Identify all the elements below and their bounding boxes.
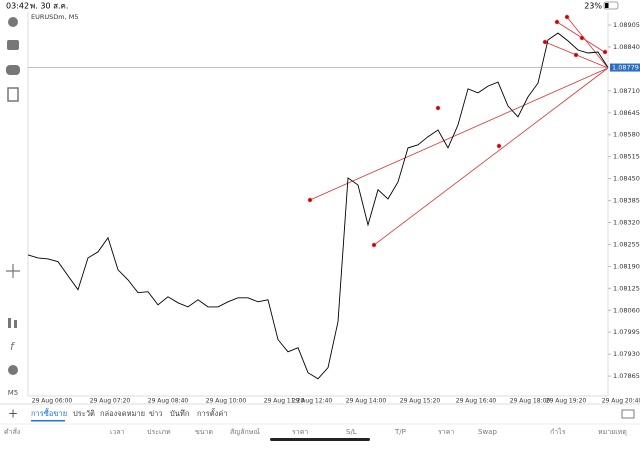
indicators-icon[interactable]: f — [10, 340, 16, 353]
price-line — [27, 32, 609, 380]
column-header: เวลา — [110, 428, 125, 436]
y-tick-label: 1.08060 — [613, 306, 640, 314]
column-header: สัญลักษณ์ — [230, 428, 260, 436]
timeframe-button[interactable]: M5 — [8, 389, 19, 397]
y-tick-label: 1.08320 — [613, 218, 640, 226]
panel-toggle[interactable] — [621, 409, 635, 419]
anchor-point[interactable] — [307, 197, 313, 203]
column-header: คำสั่ง — [4, 427, 20, 436]
account-icon[interactable] — [8, 17, 18, 27]
status-time: 03:42 — [6, 2, 29, 11]
anchor-point[interactable] — [564, 14, 570, 20]
battery-level — [605, 3, 609, 8]
tab[interactable]: ประวัติ — [73, 409, 95, 418]
column-header: T/P — [394, 428, 406, 436]
x-tick-label: 29 Aug 12:40 — [292, 398, 333, 405]
channel-upper[interactable] — [309, 67, 609, 201]
status-battery: 23% — [584, 2, 602, 11]
chart-type-icon[interactable] — [8, 318, 11, 328]
y-tick-label: 1.08515 — [613, 153, 640, 161]
column-header: ประเภท — [147, 428, 171, 436]
y-tick-label: 1.07930 — [613, 350, 640, 358]
column-header: กำไร — [550, 427, 566, 436]
y-tick-label: 1.08645 — [613, 109, 640, 117]
x-tick-label: 29 Aug 06:00 — [32, 398, 73, 405]
x-tick-label: 29 Aug 15:20 — [400, 398, 441, 405]
tab[interactable]: บันทึก — [170, 409, 189, 418]
anchor-point[interactable] — [496, 143, 502, 149]
battery-icon — [603, 1, 619, 10]
new-order-icon[interactable] — [7, 87, 19, 102]
y-tick-label: 1.08125 — [613, 284, 640, 292]
add-button[interactable]: + — [8, 407, 18, 421]
tab[interactable]: การซื้อขาย — [31, 408, 67, 418]
x-tick-label: 29 Aug 20:40 — [602, 398, 640, 405]
current-price-label: 1.08779 — [612, 64, 639, 72]
crosshair-icon[interactable] — [6, 264, 20, 278]
column-header: Swap — [478, 428, 497, 436]
column-header: ขนาด — [195, 428, 213, 436]
tab[interactable]: การตั้งค่า — [197, 408, 228, 418]
current-price-box — [610, 63, 640, 72]
y-tick-label: 1.08710 — [613, 87, 640, 95]
y-tick-label: 1.08840 — [613, 43, 640, 51]
x-tick-label: 29 Aug 14:00 — [346, 398, 387, 405]
y-tick-label: 1.08580 — [613, 131, 640, 139]
anchor-point[interactable] — [371, 242, 377, 248]
y-tick-label: 1.08450 — [613, 175, 640, 183]
x-tick-label: 29 Aug 18:00 — [510, 398, 551, 405]
x-tick-label: 29 Aug 16:40 — [456, 398, 497, 405]
y-tick-label: 1.08255 — [613, 240, 640, 248]
column-header: S/L — [346, 428, 357, 436]
triangle-edge[interactable] — [566, 16, 609, 69]
x-tick-label: 29 Aug 08:40 — [148, 398, 189, 405]
anchor-point[interactable] — [542, 39, 548, 45]
column-header: ราคา — [292, 428, 308, 436]
tab[interactable]: ข่าว — [149, 409, 163, 418]
trend-channel[interactable] — [307, 14, 609, 248]
x-tick-label: 29 Aug 11:20 — [264, 398, 305, 405]
x-tick-label: 29 Aug 07:20 — [90, 398, 131, 405]
column-header: หมายเหตุ — [598, 428, 627, 436]
anchor-point[interactable] — [602, 49, 608, 55]
left-toolbar: f M5 — [6, 17, 20, 397]
y-tick-label: 1.08190 — [613, 262, 640, 270]
anchor-point[interactable] — [435, 105, 441, 111]
chart-type-icon-2 — [14, 320, 17, 328]
trade-icon[interactable] — [7, 40, 19, 50]
channel-lower[interactable] — [373, 67, 609, 246]
anchor-point[interactable] — [579, 35, 585, 41]
anchor-point[interactable] — [554, 19, 560, 25]
y-tick-label: 1.07995 — [613, 328, 640, 336]
y-tick-label: 1.08905 — [613, 21, 640, 29]
y-tick-label: 1.08385 — [613, 197, 640, 205]
anchor-point[interactable] — [573, 52, 579, 58]
chart-title: EURUSDm, M5 — [31, 13, 78, 21]
y-tick-label: 1.07865 — [613, 372, 640, 380]
tab[interactable]: กล่องจดหมาย — [100, 409, 145, 418]
column-header: ราคา — [438, 428, 454, 436]
home-indicator — [270, 438, 370, 441]
x-tick-label: 29 Aug 10:00 — [206, 398, 247, 405]
objects-icon[interactable] — [8, 365, 18, 375]
status-date: พ. 30 ส.ค. — [30, 2, 68, 11]
chat-icon[interactable] — [6, 65, 20, 75]
x-tick-label: 29 Aug 19:20 — [546, 398, 587, 405]
active-tab-underline — [31, 420, 65, 422]
